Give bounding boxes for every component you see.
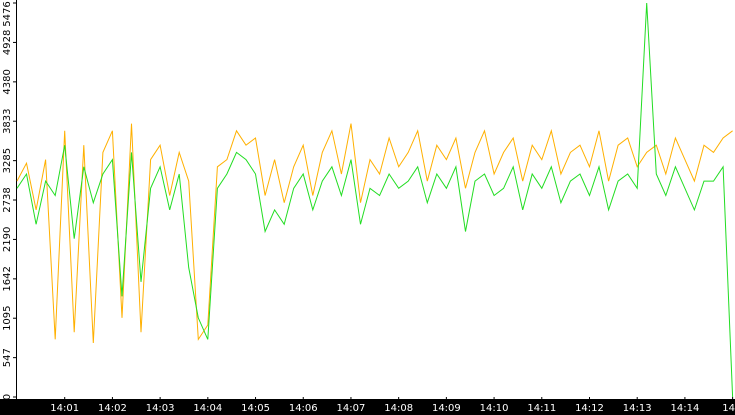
y-tick-label: 2738: [2, 187, 13, 212]
x-tick-label: 14:06: [289, 403, 318, 414]
y-tick-label: 5476: [2, 1, 13, 26]
x-tick-label: 14:13: [623, 403, 652, 414]
y-tick-label: 1642: [2, 266, 13, 291]
series-line: [16, 2, 734, 398]
y-tick-label: 547: [2, 348, 13, 367]
x-tick-label: 14:12: [575, 403, 604, 414]
y-tick-label: 1095: [2, 305, 13, 330]
y-tick-label: 0: [2, 394, 13, 400]
series-line: [16, 123, 733, 344]
y-tick-label: 4380: [2, 69, 13, 94]
x-tick-label: 14:04: [193, 403, 222, 414]
x-axis-bar: [0, 399, 735, 415]
y-tick-label: 3285: [2, 148, 13, 173]
y-tick-label: 3833: [2, 108, 13, 133]
x-tick-label: 14:07: [337, 403, 366, 414]
x-tick-label: 14: [722, 403, 735, 414]
x-tick-label: 14:05: [241, 403, 270, 414]
y-tick-label: 4928: [2, 30, 13, 55]
x-tick-label: 14:09: [432, 403, 461, 414]
x-tick-label: 14:14: [670, 403, 699, 414]
x-tick-label: 14:02: [98, 403, 127, 414]
x-tick-label: 14:10: [480, 403, 509, 414]
x-tick-label: 14:03: [146, 403, 175, 414]
y-tick-label: 2190: [2, 227, 13, 252]
x-tick-label: 14:08: [384, 403, 413, 414]
x-tick-label: 14:01: [50, 403, 79, 414]
x-tick-label: 14:11: [527, 403, 556, 414]
